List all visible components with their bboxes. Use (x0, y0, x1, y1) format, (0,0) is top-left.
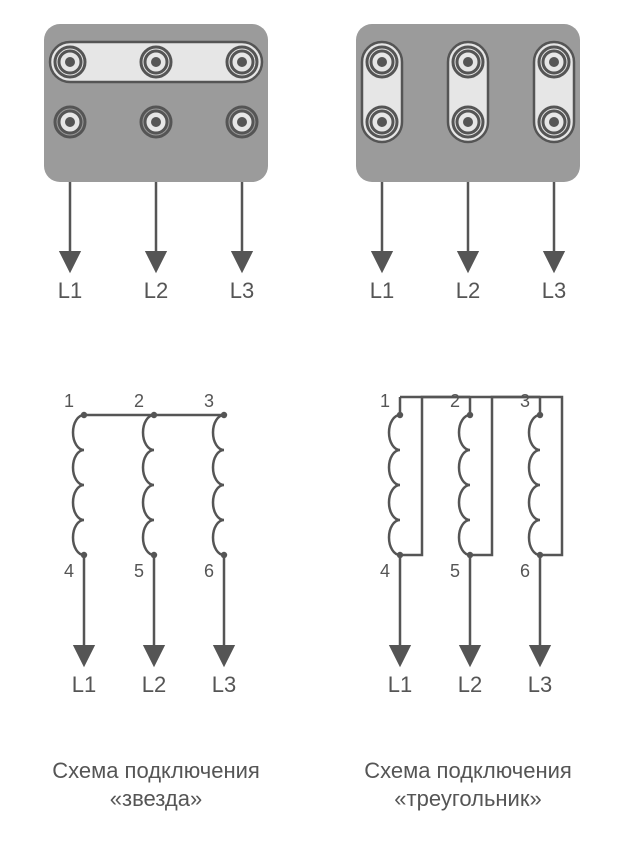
line-label: L3 (230, 278, 254, 303)
terminal-box-star: L1 L2 L3 (44, 24, 268, 303)
node-number: 1 (64, 391, 74, 411)
node-number: 5 (450, 561, 460, 581)
node-number: 2 (450, 391, 460, 411)
node-number: 2 (134, 391, 144, 411)
line-label: L2 (458, 672, 482, 697)
line-label: L2 (456, 278, 480, 303)
node-number: 5 (134, 561, 144, 581)
caption-line2: «звезда» (110, 786, 202, 811)
node-number: 4 (380, 561, 390, 581)
node-number: 6 (204, 561, 214, 581)
caption-delta: Схема подключения «треугольник» (364, 758, 572, 811)
line-label: L1 (370, 278, 394, 303)
caption-line1: Схема подключения (364, 758, 572, 783)
diagram-root: L1 L2 L3 L1 L2 L3 1 2 3 4 5 6 L1 L2 L3 1 2 3 4 5 6 L1 L2 L3 Схем… (0, 0, 640, 860)
line-label: L3 (212, 672, 236, 697)
schematic-star: 1 2 3 4 5 6 L1 L2 L3 (64, 391, 236, 697)
line-label: L3 (528, 672, 552, 697)
line-label: L1 (388, 672, 412, 697)
node-number: 3 (204, 391, 214, 411)
node-number: 4 (64, 561, 74, 581)
caption-line1: Схема подключения (52, 758, 260, 783)
line-label: L2 (142, 672, 166, 697)
caption-line2: «треугольник» (394, 786, 541, 811)
line-label: L1 (72, 672, 96, 697)
line-label: L3 (542, 278, 566, 303)
terminal-box-delta: L1 L2 L3 (356, 24, 580, 303)
node-number: 6 (520, 561, 530, 581)
connection-diagram-svg: L1 L2 L3 L1 L2 L3 1 2 3 4 5 6 L1 L2 L3 1 2 3 4 5 6 L1 L2 L3 Схем… (0, 0, 640, 860)
line-label: L2 (144, 278, 168, 303)
node-number: 3 (520, 391, 530, 411)
line-label: L1 (58, 278, 82, 303)
caption-star: Схема подключения «звезда» (52, 758, 260, 811)
schematic-delta: 1 2 3 4 5 6 L1 L2 L3 (380, 391, 562, 697)
node-number: 1 (380, 391, 390, 411)
